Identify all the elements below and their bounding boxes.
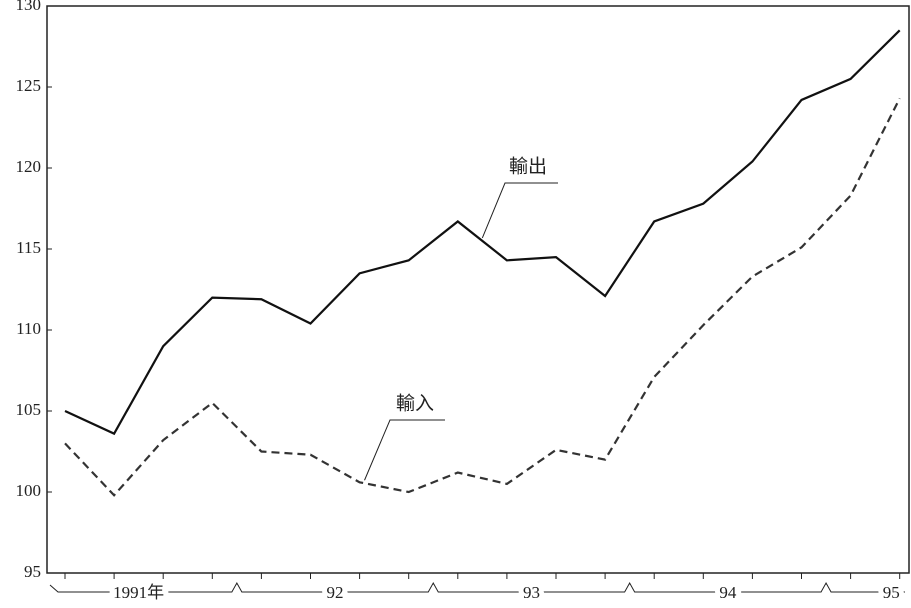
x-year-label: 93 bbox=[523, 583, 540, 602]
x-year-label: 1991年 bbox=[113, 583, 164, 602]
x-year-label: 94 bbox=[719, 583, 737, 602]
series-annotation: 輸入 bbox=[396, 392, 434, 414]
annotation-leader bbox=[481, 182, 558, 239]
annotation-leader bbox=[364, 419, 445, 481]
y-tick-label: 130 bbox=[16, 0, 42, 14]
y-tick-label: 95 bbox=[24, 562, 41, 581]
y-tick-label: 110 bbox=[16, 319, 41, 338]
y-tick-label: 105 bbox=[16, 400, 42, 419]
x-year-label: 95 bbox=[883, 583, 900, 602]
x-year-label: 92 bbox=[327, 583, 344, 602]
series-line bbox=[64, 97, 901, 497]
y-tick-label: 125 bbox=[16, 76, 42, 95]
year-bracket bbox=[49, 581, 905, 593]
y-tick-label: 120 bbox=[16, 157, 42, 176]
plot-frame bbox=[46, 5, 910, 574]
y-tick-label: 100 bbox=[16, 481, 42, 500]
y-tick-label: 115 bbox=[16, 238, 41, 257]
series-annotation: 輸出 bbox=[509, 155, 547, 177]
series-line bbox=[64, 29, 901, 436]
